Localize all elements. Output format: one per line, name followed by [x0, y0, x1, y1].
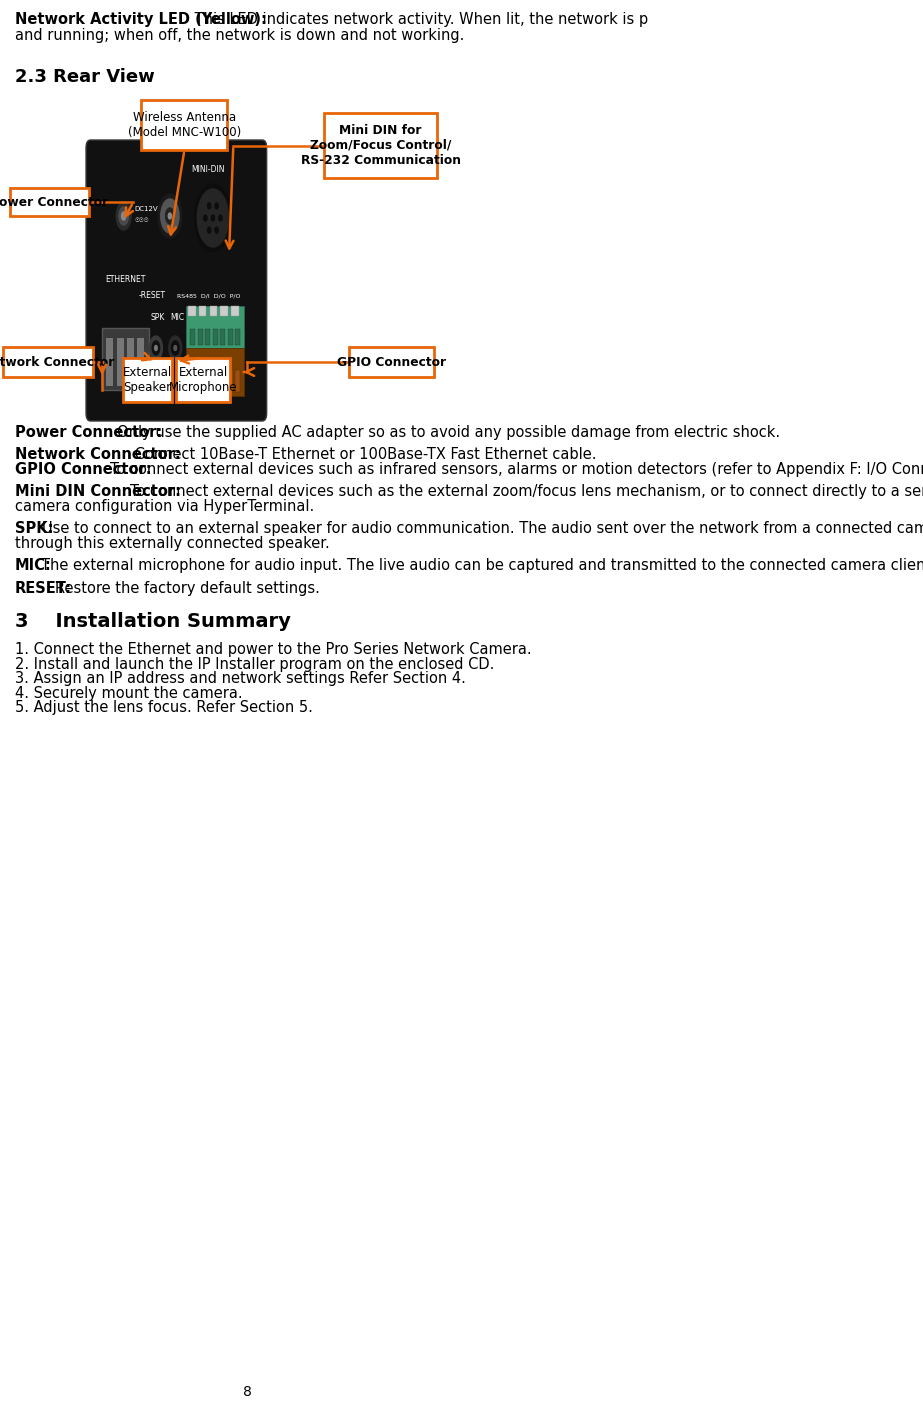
Bar — [213, 329, 218, 345]
Circle shape — [172, 341, 179, 355]
Text: Network Activity LED (Yellow):: Network Activity LED (Yellow): — [15, 13, 267, 27]
Circle shape — [219, 214, 222, 221]
Text: Network Connector: Network Connector — [0, 355, 114, 368]
Circle shape — [165, 209, 174, 224]
Circle shape — [116, 202, 131, 230]
Bar — [199, 306, 207, 316]
Circle shape — [215, 203, 218, 209]
Text: 2.3 Rear View: 2.3 Rear View — [15, 68, 155, 86]
Bar — [210, 306, 217, 316]
Bar — [235, 329, 240, 345]
Text: ☉☉☉: ☉☉☉ — [135, 219, 149, 224]
Circle shape — [208, 227, 210, 233]
Text: ETHERNET: ETHERNET — [105, 275, 146, 285]
Circle shape — [152, 341, 160, 355]
Text: through this externally connected speaker.: through this externally connected speake… — [15, 536, 330, 551]
Bar — [235, 369, 240, 392]
Bar — [186, 348, 244, 396]
Text: and running; when off, the network is down and not working.: and running; when off, the network is do… — [15, 28, 464, 42]
Text: Network Connector:: Network Connector: — [15, 447, 181, 462]
Text: External
Microphone: External Microphone — [169, 367, 237, 393]
Text: Restore the factory default settings.: Restore the factory default settings. — [54, 581, 319, 596]
Text: RS485  D/I  D/O  P/O: RS485 D/I D/O P/O — [177, 293, 241, 299]
Text: 4. Securely mount the camera.: 4. Securely mount the camera. — [15, 685, 243, 701]
Text: MIC: MIC — [170, 313, 184, 323]
Bar — [198, 329, 203, 345]
Bar — [186, 306, 244, 348]
Bar — [176, 358, 230, 402]
Bar — [106, 338, 114, 386]
Bar — [188, 306, 196, 316]
Circle shape — [204, 214, 207, 221]
Circle shape — [154, 345, 157, 351]
Bar — [228, 329, 233, 345]
Circle shape — [150, 336, 162, 360]
Bar — [227, 369, 233, 392]
Bar — [221, 329, 225, 345]
Bar — [116, 338, 124, 386]
Text: Power Connector: Power Connector — [0, 196, 109, 209]
Text: MIC:: MIC: — [15, 558, 52, 574]
Bar — [3, 347, 93, 376]
Text: Power Connector:: Power Connector: — [15, 424, 162, 440]
Text: Only use the supplied AC adapter so as to avoid any possible damage from electri: Only use the supplied AC adapter so as t… — [117, 424, 780, 440]
Text: 5. Adjust the lens focus. Refer Section 5.: 5. Adjust the lens focus. Refer Section … — [15, 701, 313, 715]
Text: Mini DIN Connector:: Mini DIN Connector: — [15, 485, 181, 499]
Circle shape — [169, 336, 182, 360]
Bar — [220, 369, 225, 392]
Circle shape — [161, 199, 179, 233]
Bar — [102, 329, 150, 391]
Text: External
Speaker: External Speaker — [123, 367, 172, 393]
Bar — [190, 369, 195, 392]
Circle shape — [168, 213, 172, 219]
Bar — [231, 306, 239, 316]
Circle shape — [122, 212, 126, 220]
Circle shape — [119, 207, 128, 226]
Text: RESET:: RESET: — [15, 581, 72, 596]
Circle shape — [211, 214, 214, 221]
Text: SPK: SPK — [150, 313, 165, 323]
Bar — [141, 100, 227, 149]
Circle shape — [158, 195, 182, 238]
Text: Mini DIN for
Zoom/Focus Control/
RS-232 Communication: Mini DIN for Zoom/Focus Control/ RS-232 … — [301, 124, 461, 166]
Bar — [9, 188, 90, 216]
Text: 8: 8 — [244, 1385, 252, 1399]
Bar — [123, 358, 172, 402]
Text: 3. Assign an IP address and network settings Refer Section 4.: 3. Assign an IP address and network sett… — [15, 671, 466, 687]
Text: camera configuration via HyperTerminal.: camera configuration via HyperTerminal. — [15, 499, 315, 515]
Circle shape — [215, 227, 218, 233]
Text: To connect external devices such as infrared sensors, alarms or motion detectors: To connect external devices such as infr… — [110, 462, 923, 477]
Text: MINI-DIN: MINI-DIN — [191, 165, 225, 175]
Text: -RESET: -RESET — [138, 292, 166, 300]
Text: The external microphone for audio input. The live audio can be captured and tran: The external microphone for audio input.… — [41, 558, 923, 574]
Circle shape — [174, 345, 176, 351]
Bar — [126, 338, 134, 386]
Text: This LED indicates network activity. When lit, the network is p: This LED indicates network activity. Whe… — [190, 13, 648, 27]
Bar — [205, 369, 210, 392]
Bar — [212, 369, 218, 392]
Text: GPIO Connector:: GPIO Connector: — [15, 462, 151, 477]
Bar — [206, 329, 210, 345]
Text: To connect external devices such as the external zoom/focus lens mechanism, or t: To connect external devices such as the … — [130, 485, 923, 499]
Text: SPK:: SPK: — [15, 522, 54, 536]
Text: 3    Installation Summary: 3 Installation Summary — [15, 612, 291, 632]
Circle shape — [198, 189, 229, 247]
Text: DC12V: DC12V — [135, 206, 158, 212]
Text: 2. Install and launch the IP Installer program on the enclosed CD.: 2. Install and launch the IP Installer p… — [15, 657, 495, 673]
Text: Wireless Antenna
(Model MNC-W100): Wireless Antenna (Model MNC-W100) — [127, 111, 241, 140]
Bar — [190, 329, 195, 345]
Bar — [324, 113, 438, 178]
Text: Use to connect to an external speaker for audio communication. The audio sent ov: Use to connect to an external speaker fo… — [42, 522, 923, 536]
Bar — [198, 369, 203, 392]
Text: 1. Connect the Ethernet and power to the Pro Series Network Camera.: 1. Connect the Ethernet and power to the… — [15, 643, 532, 657]
FancyBboxPatch shape — [86, 140, 267, 422]
Bar — [138, 338, 144, 386]
Text: GPIO Connector: GPIO Connector — [338, 355, 447, 368]
Text: Connect 10Base-T Ethernet or 100Base-TX Fast Ethernet cable.: Connect 10Base-T Ethernet or 100Base-TX … — [130, 447, 596, 462]
Circle shape — [195, 183, 231, 252]
Bar — [221, 306, 228, 316]
Bar — [350, 347, 435, 376]
Circle shape — [208, 203, 210, 209]
